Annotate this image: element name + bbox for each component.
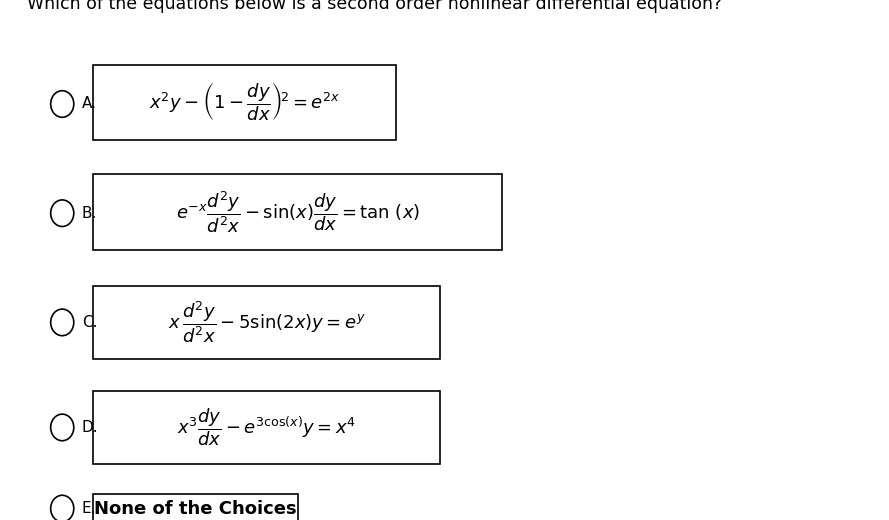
FancyBboxPatch shape [93, 286, 440, 359]
FancyBboxPatch shape [93, 65, 396, 140]
Text: B.: B. [82, 206, 97, 220]
Text: D.: D. [82, 420, 99, 435]
Text: None of the Choices: None of the Choices [94, 500, 297, 517]
FancyBboxPatch shape [93, 494, 298, 520]
FancyBboxPatch shape [93, 174, 502, 250]
Text: $x\,\dfrac{d^2y}{d^2x} - 5\sin(2x)y = e^{y}$: $x\,\dfrac{d^2y}{d^2x} - 5\sin(2x)y = e^… [168, 300, 365, 345]
Text: C.: C. [82, 315, 97, 330]
Text: Which of the equations below is a second order nonlinear differential equation?: Which of the equations below is a second… [27, 0, 722, 13]
Text: A.: A. [82, 97, 97, 111]
Text: $x^2y - \left(1 - \dfrac{dy}{dx}\right)^{\!2} = e^{2x}$: $x^2y - \left(1 - \dfrac{dy}{dx}\right)^… [148, 82, 340, 123]
Text: $x^3\dfrac{dy}{dx} - e^{3\cos(x)}y = x^4$: $x^3\dfrac{dy}{dx} - e^{3\cos(x)}y = x^4… [177, 407, 356, 448]
Text: E.: E. [82, 501, 96, 516]
FancyBboxPatch shape [93, 391, 440, 464]
Text: $e^{-x}\dfrac{d^2y}{d^2x} - \sin(x)\dfrac{dy}{dx} = \tan\,(x)$: $e^{-x}\dfrac{d^2y}{d^2x} - \sin(x)\dfra… [176, 189, 420, 235]
